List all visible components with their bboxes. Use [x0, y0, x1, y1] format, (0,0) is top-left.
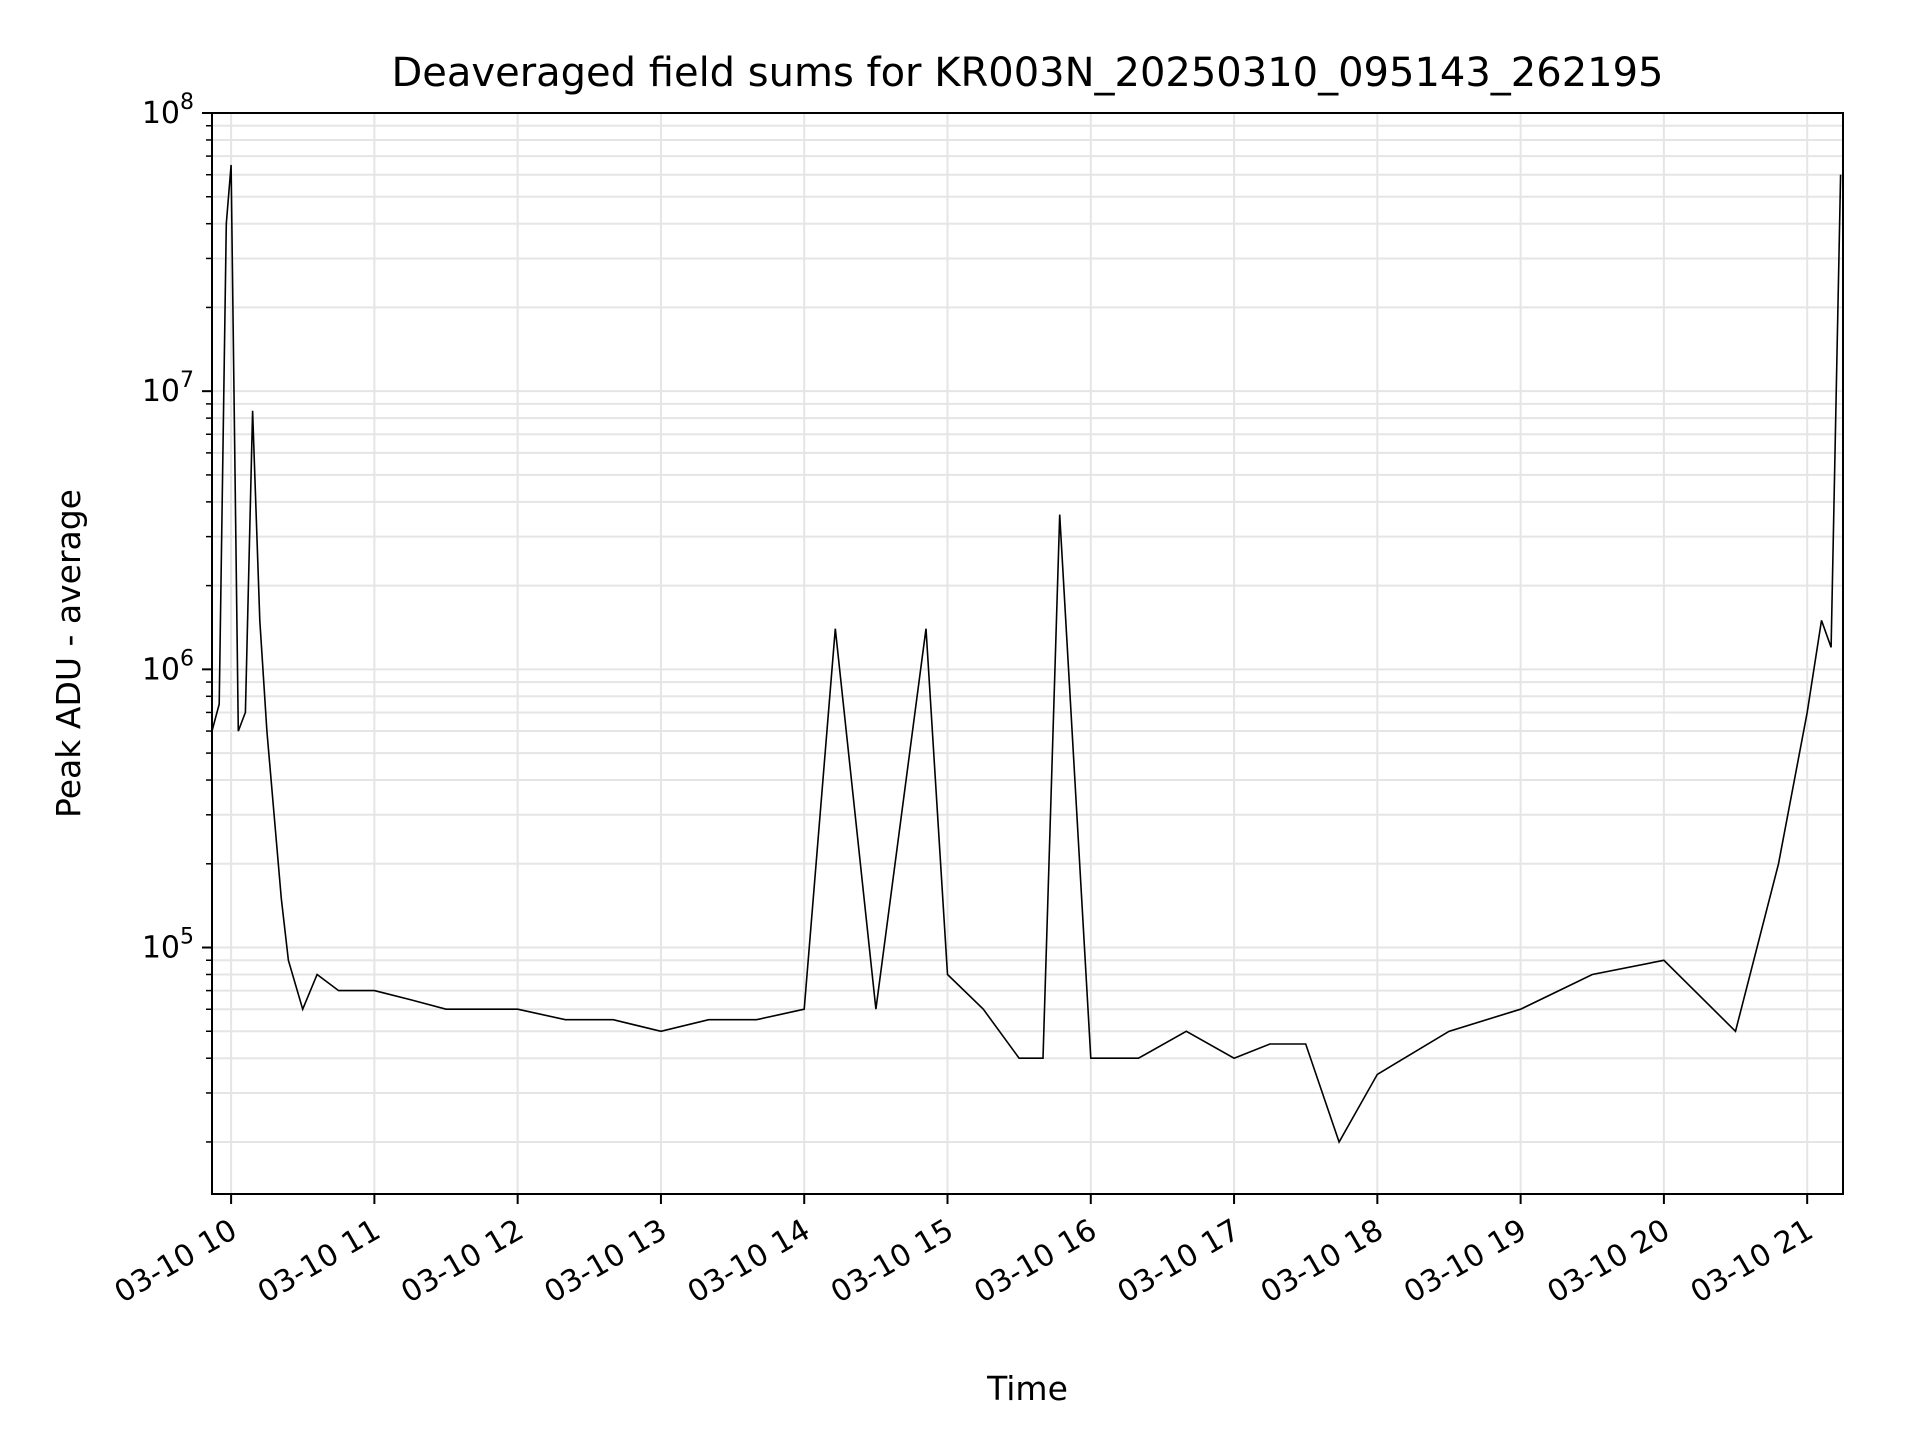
y-tick-label: 105 — [142, 925, 194, 966]
y-tick-base: 10 — [142, 652, 180, 687]
series-layer — [211, 164, 1842, 1144]
minor-gridlines — [212, 124, 1843, 1143]
tick-marks — [202, 112, 1809, 1204]
plot-frame — [211, 112, 1844, 1195]
x-axis-title: Time — [986, 1369, 1068, 1408]
y-tick-exponent: 7 — [180, 368, 194, 393]
y-tick-label: 106 — [142, 646, 194, 687]
y-tick-exponent: 8 — [180, 90, 194, 115]
y-tick-base: 10 — [142, 931, 180, 966]
y-tick-label: 107 — [142, 368, 194, 409]
y-axis-title: Peak ADU - average — [49, 489, 88, 818]
major-gridlines — [212, 112, 1843, 1194]
y-tick-base: 10 — [142, 374, 180, 409]
chart-title: Deaveraged field sums for KR003N_2025031… — [392, 50, 1664, 96]
series-line — [211, 164, 1842, 1144]
y-tick-exponent: 6 — [180, 646, 194, 671]
y-tick-label: 108 — [142, 90, 194, 131]
y-tick-base: 10 — [142, 96, 180, 131]
y-tick-exponent: 5 — [180, 925, 194, 950]
